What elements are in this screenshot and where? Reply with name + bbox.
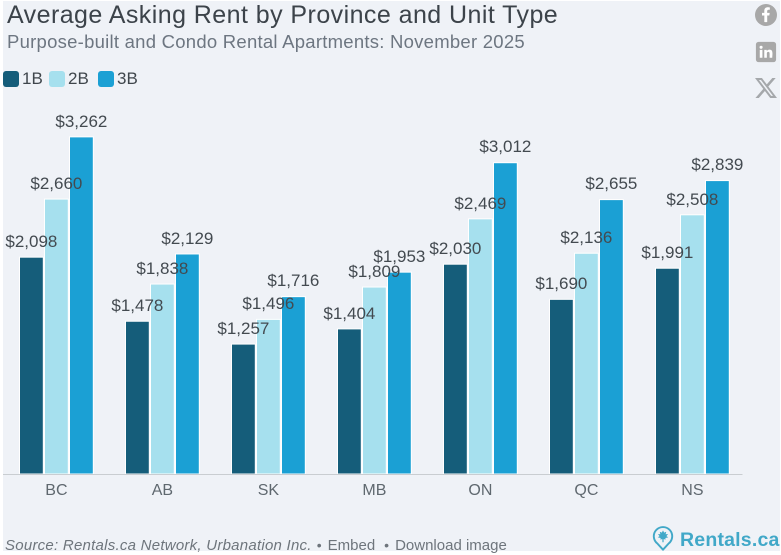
bar-value-label: $3,012 (479, 137, 532, 157)
bar-value-label: $1,496 (242, 294, 295, 314)
legend-swatch-1b (3, 70, 19, 87)
legend-label-3b: 3B (117, 69, 138, 88)
legend-label-2b: 2B (68, 69, 89, 88)
bar-value-label: $2,469 (454, 193, 507, 213)
chart-title: Average Asking Rent by Province and Unit… (7, 1, 559, 29)
rentals-ca-logo[interactable]: Rentals.ca (652, 526, 780, 552)
rentals-ca-wordmark: Rentals.ca (680, 529, 780, 551)
download-image-link[interactable]: Download image (395, 536, 507, 554)
bar-ON-1B[interactable] (443, 263, 468, 475)
linkedin-icon[interactable] (755, 41, 777, 63)
category-label-SK: SK (257, 482, 280, 499)
chart-subtitle: Purpose-built and Condo Rental Apartment… (7, 31, 525, 52)
source-note: Source: Rentals.ca Network, Urbanation I… (5, 536, 312, 554)
legend-swatch-2b (49, 70, 65, 87)
bar-value-label: $2,136 (560, 227, 613, 247)
bar-value-label: $2,129 (161, 228, 214, 248)
facebook-icon[interactable] (754, 3, 777, 26)
bar-value-label: $1,991 (641, 242, 694, 262)
bar-value-label: $2,508 (666, 189, 719, 209)
category-label-BC: BC (45, 482, 68, 499)
bar-SK-3B[interactable] (281, 296, 306, 475)
bar-BC-1B[interactable] (19, 256, 44, 475)
bar-value-label: $2,655 (585, 174, 638, 194)
category-label-AB: AB (151, 482, 174, 499)
bar-QC-1B[interactable] (549, 298, 574, 475)
bar-AB-1B[interactable] (125, 320, 150, 475)
bar-value-label: $2,030 (429, 238, 482, 258)
bar-value-label: $1,953 (373, 246, 426, 266)
legend-swatch-3b (98, 70, 114, 87)
bar-value-label: $2,660 (30, 173, 83, 193)
category-label-NS: NS (681, 482, 704, 499)
bar-value-label: $1,838 (136, 258, 189, 278)
bar-SK-2B[interactable] (256, 318, 281, 475)
embed-link[interactable]: Embed (327, 536, 376, 554)
bar-MB-1B[interactable] (337, 328, 362, 475)
footer: Source: Rentals.ca Network, Urbanation I… (5, 536, 507, 555)
legend-item-2b[interactable]: 2B (49, 69, 89, 88)
bar-value-label: $1,404 (323, 303, 376, 323)
legend-item-3b[interactable]: 3B (98, 69, 138, 88)
x-icon[interactable] (754, 77, 777, 99)
legend-label-1b: 1B (22, 69, 43, 88)
bar-value-label: $1,478 (111, 295, 164, 315)
category-label-ON: ON (468, 482, 493, 499)
bar-value-label: $2,098 (5, 231, 58, 251)
bar-SK-1B[interactable] (231, 343, 256, 475)
bar-NS-3B[interactable] (705, 180, 730, 475)
bar-AB-3B[interactable] (175, 253, 200, 475)
bar-value-label: $1,257 (217, 318, 270, 338)
bar-value-label: $1,716 (267, 271, 320, 291)
bullet-separator: • (384, 536, 390, 553)
bar-MB-3B[interactable] (387, 271, 412, 475)
bar-NS-1B[interactable] (655, 267, 680, 475)
category-label-MB: MB (362, 482, 387, 499)
category-label-QC: QC (574, 482, 599, 499)
bullet-separator: • (316, 536, 322, 553)
maple-leaf-pin-icon (652, 526, 674, 551)
bar-value-label: $3,262 (55, 111, 108, 131)
legend-item-1b[interactable]: 1B (3, 69, 43, 88)
bar-value-label: $1,690 (535, 274, 588, 293)
bar-value-label: $2,839 (691, 155, 744, 175)
bar-value-label: $1,809 (348, 261, 401, 281)
